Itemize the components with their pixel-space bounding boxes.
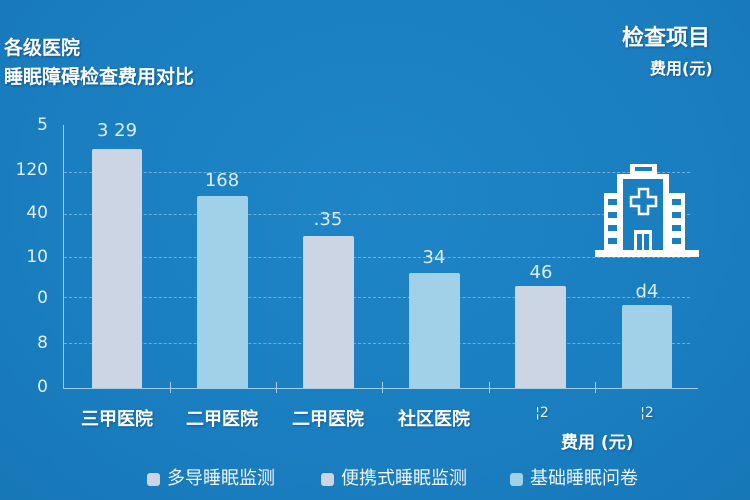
x-category-label: ¦2 — [640, 405, 654, 421]
y-axis-line — [63, 125, 64, 389]
x-axis-tick — [170, 382, 171, 393]
bar-value-label: 3 29 — [96, 120, 138, 141]
bar-erjia-hospital-1[interactable] — [197, 196, 248, 388]
gridline — [64, 214, 690, 215]
chart-title-line1: 各级医院 — [4, 37, 81, 59]
legend-swatch — [510, 472, 523, 486]
x-category-label: ¦2 — [535, 405, 549, 421]
legend-item-portable-monitoring[interactable]: 便携式睡眠监测 — [321, 468, 467, 490]
gridline — [64, 257, 690, 258]
legend-label: 基础睡眠问卷 — [530, 468, 638, 489]
y-tick-label: 5 — [37, 115, 48, 135]
y-tick-label: 40 — [26, 203, 48, 223]
x-category-label: 二甲医院 — [186, 409, 258, 430]
x-axis-tick — [276, 382, 277, 393]
legend-item-polysomnography[interactable]: 多导睡眠监测 — [147, 468, 275, 490]
bar-sanjia-hospital[interactable] — [92, 149, 142, 388]
x-axis-line — [63, 388, 698, 389]
y-tick-label: 8 — [37, 333, 48, 353]
y-tick-label: 120 — [15, 160, 48, 180]
y-tick-label: 0 — [37, 377, 48, 397]
bar-category-5[interactable] — [515, 286, 566, 388]
bar-value-label: 34 — [422, 247, 446, 268]
bar-value-label: 46 — [529, 262, 553, 283]
hospital-building-icon — [595, 164, 699, 257]
x-category-label: 社区医院 — [398, 409, 470, 430]
chart-title-line2: 睡眠障碍检查费用对比 — [4, 66, 195, 88]
gridline — [64, 297, 690, 298]
x-category-label: 三甲医院 — [81, 409, 153, 430]
y-tick-label: 10 — [26, 247, 48, 267]
legend-label: 便携式睡眠监测 — [341, 468, 467, 489]
x-axis-tick — [595, 382, 596, 393]
y-tick-label: 0 — [37, 288, 48, 308]
legend-label: 多导睡眠监测 — [167, 468, 275, 489]
bar-category-6[interactable] — [622, 305, 672, 388]
bar-community-hospital[interactable] — [409, 273, 460, 388]
x-axis-tick — [489, 382, 490, 393]
x-axis-title: 费用 (元) — [561, 433, 634, 453]
legend-swatch — [321, 472, 334, 486]
bar-erjia-hospital-2[interactable] — [303, 236, 354, 388]
bar-value-label: 168 — [204, 170, 240, 191]
bar-value-label: .35 — [313, 209, 343, 230]
gridline — [64, 172, 690, 173]
legend-swatch — [147, 472, 160, 486]
corner-title: 检查项目 — [622, 26, 711, 51]
bar-value-label: d4 — [635, 281, 659, 302]
legend-item-basic-questionnaire[interactable]: 基础睡眠问卷 — [510, 468, 638, 490]
corner-subtitle: 费用(元) — [650, 59, 713, 78]
x-category-label: 二甲医院 — [292, 409, 364, 430]
x-axis-tick — [382, 382, 383, 393]
gridline — [64, 343, 690, 344]
